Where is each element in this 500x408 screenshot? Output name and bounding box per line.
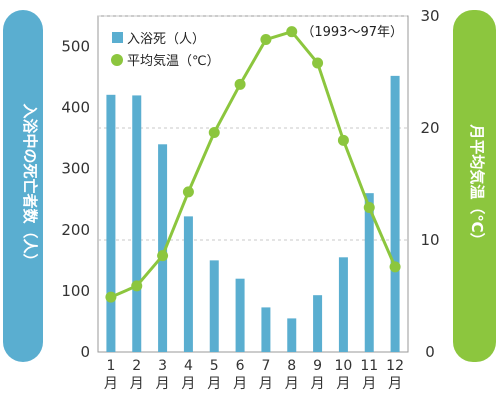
month-suffix: 月 bbox=[233, 376, 247, 392]
month-number: 4 bbox=[184, 358, 193, 374]
temperature-point bbox=[260, 34, 272, 46]
month-label: 10 月 bbox=[335, 358, 353, 392]
temperature-line bbox=[110, 30, 397, 299]
month-suffix: 月 bbox=[285, 376, 299, 392]
right-axis-ticks: 0 10 20 30 bbox=[420, 7, 439, 361]
month-suffix: 月 bbox=[388, 376, 402, 392]
left-axis-title: 入浴中の死亡者数（人） bbox=[21, 103, 39, 268]
month-number: 3 bbox=[158, 358, 167, 374]
month-suffix: 月 bbox=[156, 376, 170, 392]
month-number: 10 bbox=[335, 358, 353, 374]
legend-bar-label: 入浴死（人） bbox=[127, 32, 205, 47]
left-tick-label: 500 bbox=[61, 38, 90, 56]
temperature-point bbox=[234, 78, 246, 90]
bar-series bbox=[106, 75, 400, 353]
bar bbox=[132, 95, 142, 352]
left-tick-label: 200 bbox=[61, 221, 90, 239]
left-tick-label: 300 bbox=[61, 160, 90, 178]
month-suffix: 月 bbox=[362, 376, 376, 392]
month-suffix: 月 bbox=[336, 376, 350, 392]
month-suffix: 月 bbox=[181, 376, 195, 392]
right-tick-label: 10 bbox=[420, 231, 439, 249]
right-tick-label: 0 bbox=[425, 343, 435, 361]
line-series bbox=[105, 26, 401, 303]
bar bbox=[261, 307, 271, 352]
right-tick-label: 20 bbox=[420, 119, 439, 137]
temperature-point bbox=[182, 186, 194, 198]
legend-bar-swatch bbox=[112, 32, 123, 43]
month-label: 5月 bbox=[207, 358, 221, 392]
month-suffix: 月 bbox=[104, 376, 118, 392]
month-label: 9月 bbox=[311, 358, 325, 392]
right-axis-title: 月平均気温（℃） bbox=[468, 123, 486, 247]
month-number: 12 bbox=[386, 358, 404, 374]
month-label: 4月 bbox=[181, 358, 195, 392]
period-label: （1993〜97年） bbox=[301, 25, 403, 40]
legend: 入浴死（人） 平均気温（℃） bbox=[111, 32, 220, 69]
left-axis-ticks: 0 100 200 300 400 500 bbox=[61, 38, 90, 361]
plot-frame bbox=[97, 15, 409, 353]
month-label: 2月 bbox=[130, 358, 144, 392]
temperature-point bbox=[389, 261, 401, 273]
left-tick-label: 0 bbox=[80, 343, 90, 361]
bar bbox=[235, 278, 245, 352]
month-label: 7月 bbox=[259, 358, 273, 392]
month-number: 8 bbox=[287, 358, 296, 374]
month-number: 11 bbox=[360, 358, 378, 374]
month-number: 1 bbox=[106, 358, 115, 374]
temperature-point bbox=[157, 250, 169, 262]
legend-line-label: 平均気温（℃） bbox=[127, 53, 220, 69]
bar bbox=[209, 260, 219, 352]
right-axis-band bbox=[453, 10, 496, 362]
month-number: 7 bbox=[261, 358, 270, 374]
month-suffix: 月 bbox=[207, 376, 221, 392]
temperature-point bbox=[286, 26, 298, 38]
month-number: 2 bbox=[132, 358, 141, 374]
month-number: 5 bbox=[210, 358, 219, 374]
bar bbox=[106, 94, 116, 352]
month-suffix: 月 bbox=[311, 376, 325, 392]
temperature-point bbox=[131, 280, 143, 292]
bar bbox=[313, 295, 323, 352]
temperature-point bbox=[363, 202, 375, 214]
month-label: 1月 bbox=[104, 358, 118, 392]
month-suffix: 月 bbox=[259, 376, 273, 392]
temperature-point bbox=[312, 57, 324, 69]
month-number: 6 bbox=[236, 358, 245, 374]
month-label: 3月 bbox=[156, 358, 170, 392]
bar bbox=[158, 144, 168, 352]
left-tick-label: 400 bbox=[61, 99, 90, 117]
bar bbox=[390, 75, 400, 353]
month-label: 8月 bbox=[285, 358, 299, 392]
month-label: 6月 bbox=[233, 358, 247, 392]
right-tick-label: 30 bbox=[420, 7, 439, 25]
gridlines bbox=[98, 15, 408, 241]
left-axis-band bbox=[3, 10, 43, 362]
bar bbox=[338, 257, 348, 352]
month-label: 12 月 bbox=[386, 358, 404, 392]
temperature-point bbox=[208, 126, 220, 138]
month-number: 9 bbox=[313, 358, 322, 374]
temperature-point bbox=[105, 291, 117, 303]
bar bbox=[364, 193, 374, 352]
bar bbox=[287, 318, 297, 352]
temperature-point bbox=[337, 134, 349, 146]
legend-line-swatch bbox=[111, 54, 123, 66]
left-tick-label: 100 bbox=[61, 282, 90, 300]
month-label: 11 月 bbox=[360, 358, 378, 392]
bar bbox=[183, 216, 193, 352]
month-suffix: 月 bbox=[130, 376, 144, 392]
